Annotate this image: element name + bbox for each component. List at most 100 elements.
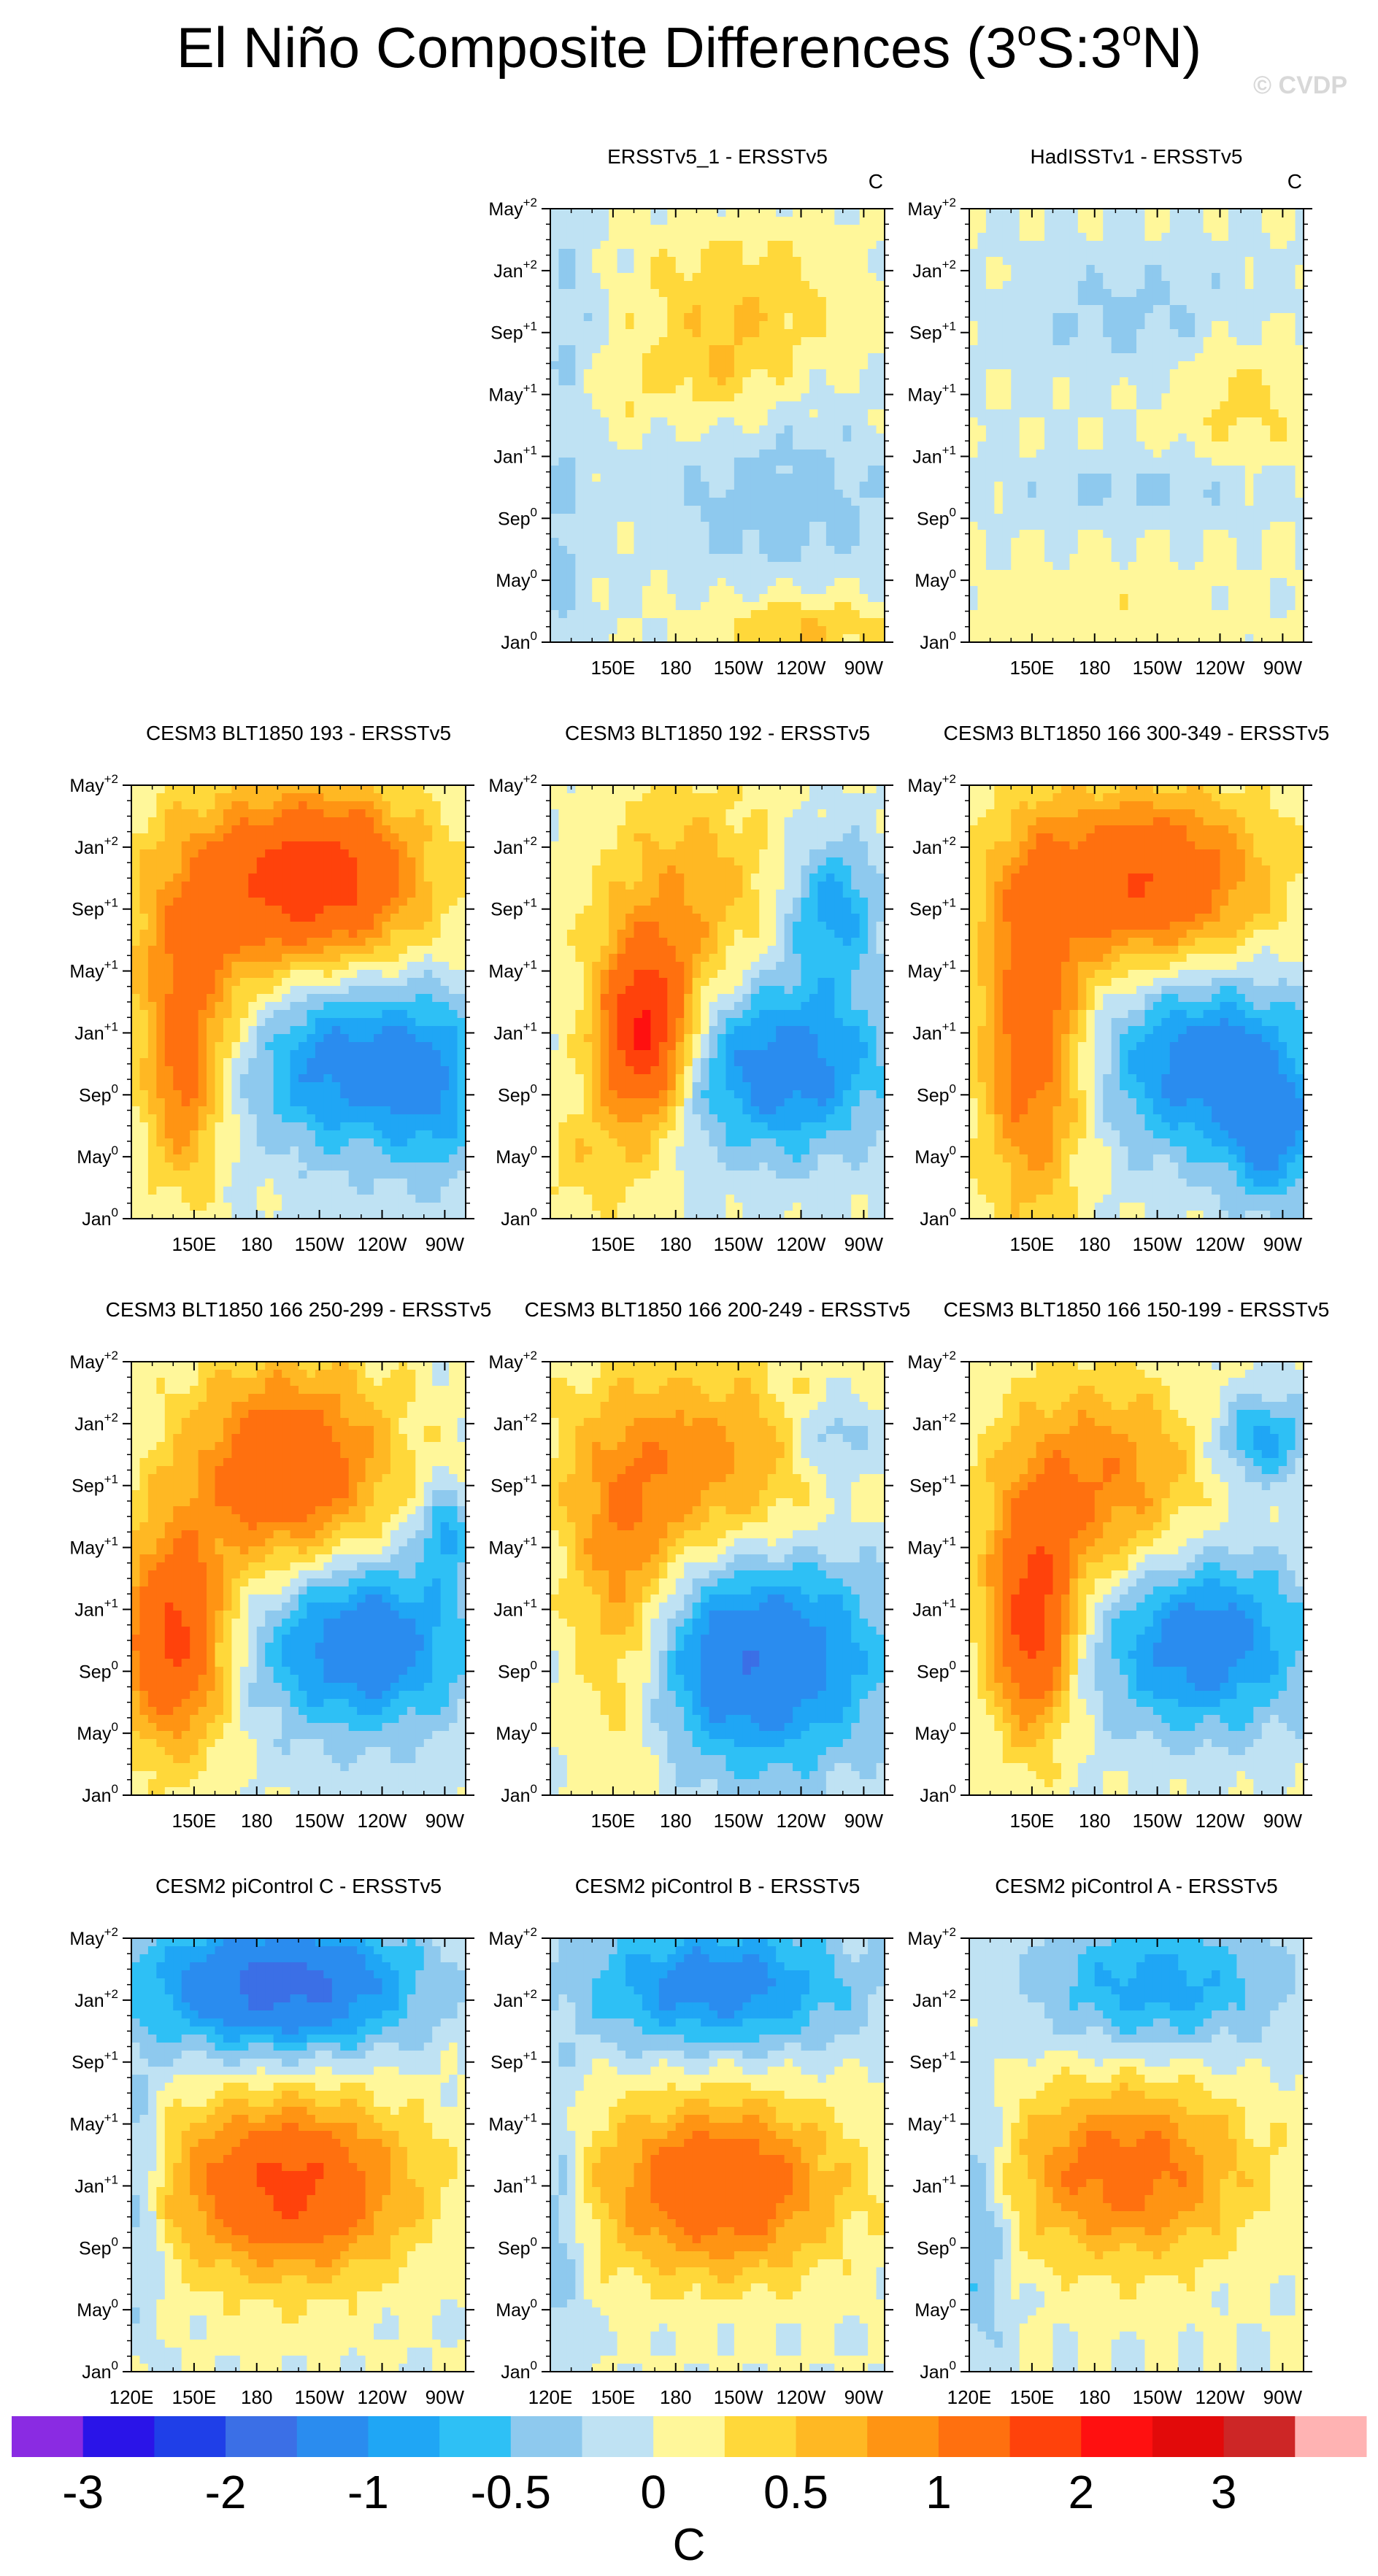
field-cell: [701, 530, 710, 539]
field-cell: [566, 289, 576, 298]
field-cell: [1161, 265, 1171, 274]
field-cell: [817, 233, 827, 242]
field-cell: [265, 809, 274, 818]
field-cell: [1169, 345, 1179, 354]
field-cell: [1103, 554, 1112, 563]
field-cell: [1195, 602, 1204, 611]
field-cell: [734, 401, 743, 410]
field-cell: [994, 490, 1004, 498]
field-cell: [626, 233, 635, 242]
field-cell: [1111, 377, 1120, 386]
field-cell: [784, 610, 793, 619]
field-cell: [1253, 450, 1263, 458]
field-cell: [592, 594, 601, 603]
field-cell: [566, 305, 576, 314]
field-cell: [701, 353, 710, 362]
field-cell: [1195, 466, 1204, 474]
field-cell: [626, 450, 635, 458]
field-cell: [725, 233, 735, 242]
field-cell: [842, 458, 852, 466]
field-cell: [876, 570, 885, 579]
field-cell: [1244, 522, 1254, 531]
field-cell: [1195, 217, 1204, 225]
field-cell: [583, 289, 593, 298]
field-cell: [1152, 578, 1162, 587]
field-cell: [592, 425, 601, 434]
field-cell: [290, 785, 299, 794]
field-cell: [1120, 353, 1129, 362]
field-cell: [566, 321, 576, 330]
field-cell: [1144, 425, 1154, 434]
field-cell: [734, 321, 743, 330]
field-cell: [1169, 506, 1179, 514]
field-cell: [859, 578, 869, 587]
field-cell: [876, 385, 885, 394]
field-cell: [776, 594, 785, 603]
field-cell: [809, 586, 818, 595]
field-cell: [759, 618, 769, 627]
field-cell: [1253, 249, 1263, 258]
field-cell: [667, 361, 677, 370]
field-cell: [1044, 289, 1054, 298]
field-cell: [634, 329, 643, 338]
field-cell: [1253, 482, 1263, 490]
field-cell: [817, 514, 827, 522]
field-cell: [750, 433, 760, 442]
field-cell: [1287, 369, 1296, 378]
field-cell: [1278, 466, 1287, 474]
field-cell: [1094, 321, 1104, 330]
field-cell: [776, 578, 785, 587]
field-cell: [825, 586, 835, 595]
field-cell: [876, 337, 885, 346]
field-cell: [1278, 610, 1287, 619]
field-cell: [667, 562, 677, 571]
field-cell: [1261, 289, 1271, 298]
field-cell: [1019, 217, 1028, 225]
field-cell: [566, 361, 576, 370]
field-cell: [985, 450, 995, 458]
field-cell: [550, 425, 560, 434]
field-cell: [1278, 474, 1287, 482]
field-cell: [834, 602, 844, 611]
field-cell: [600, 578, 609, 587]
field-cell: [1111, 554, 1120, 563]
field-cell: [742, 506, 752, 514]
field-cell: [634, 441, 643, 450]
field-cell: [994, 209, 1004, 217]
field-cell: [634, 385, 643, 394]
field-cell: [1061, 506, 1070, 514]
field-cell: [692, 353, 701, 362]
field-cell: [1002, 474, 1012, 482]
field-cell: [793, 225, 802, 234]
field-cell: [759, 466, 769, 474]
field-cell: [684, 530, 693, 539]
field-cell: [600, 289, 609, 298]
field-cell: [1244, 337, 1254, 346]
field-cell: [1052, 618, 1062, 627]
field-cell: [1128, 474, 1137, 482]
field-cell: [131, 825, 141, 834]
field-cell: [742, 594, 752, 603]
field-cell: [1212, 313, 1221, 322]
field-cell: [784, 393, 793, 402]
field-cell: [642, 393, 651, 402]
field-cell: [600, 602, 609, 611]
field-cell: [842, 441, 852, 450]
field-cell: [994, 546, 1004, 555]
field-cell: [834, 618, 844, 627]
field-cell: [1144, 450, 1154, 458]
field-cell: [969, 618, 979, 627]
field-cell: [1036, 425, 1045, 434]
field-cell: [256, 801, 266, 810]
field-cell: [750, 586, 760, 595]
field-cell: [1220, 562, 1229, 571]
field-cell: [1212, 401, 1221, 410]
field-cell: [793, 554, 802, 563]
field-cell: [190, 801, 199, 810]
field-cell: [692, 377, 701, 386]
field-cell: [717, 522, 727, 531]
field-cell: [1128, 538, 1137, 547]
field-cell: [801, 586, 810, 595]
field-cell: [994, 273, 1004, 282]
field-cell: [750, 417, 760, 426]
